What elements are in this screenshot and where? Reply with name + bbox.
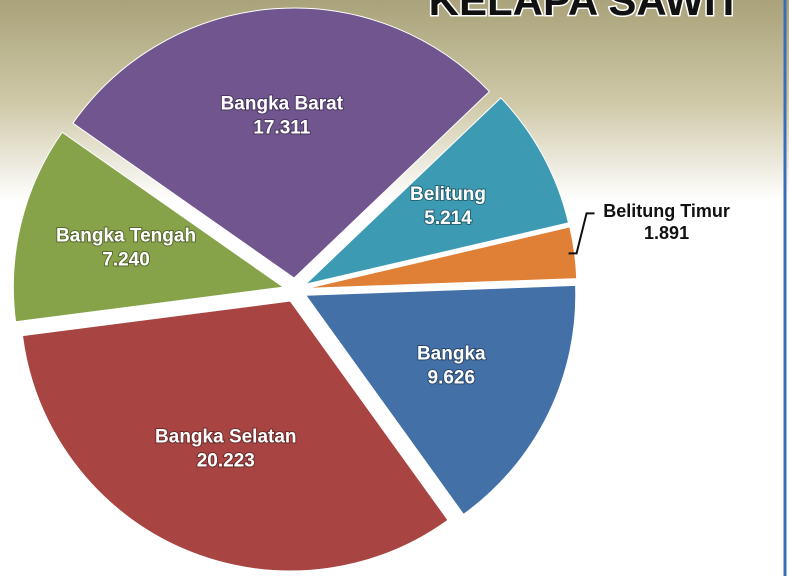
value-label: 5.214	[424, 208, 472, 229]
leader-line	[568, 212, 595, 255]
pie-slice	[304, 284, 577, 516]
slice-label: Bangka Selatan	[155, 427, 297, 448]
pie-slice	[21, 300, 449, 572]
value-label: 7.240	[102, 249, 150, 270]
value-label: 17.311	[253, 118, 310, 139]
value-label: 20.223	[197, 451, 255, 472]
slice-label: Belitung Timur	[603, 201, 730, 221]
slice-label: Belitung	[410, 184, 486, 205]
slice-label: Bangka	[417, 344, 486, 365]
value-label: 9.626	[428, 368, 476, 389]
slice-label: Bangka Tengah	[56, 225, 196, 246]
value-label: 1.891	[644, 223, 689, 243]
chart-title: KELAPA SAWIT	[429, 0, 742, 24]
slice-label: Bangka Barat	[221, 94, 344, 115]
pie-slice	[303, 97, 570, 286]
pie-slice	[72, 7, 491, 279]
pie-slice	[12, 131, 285, 323]
